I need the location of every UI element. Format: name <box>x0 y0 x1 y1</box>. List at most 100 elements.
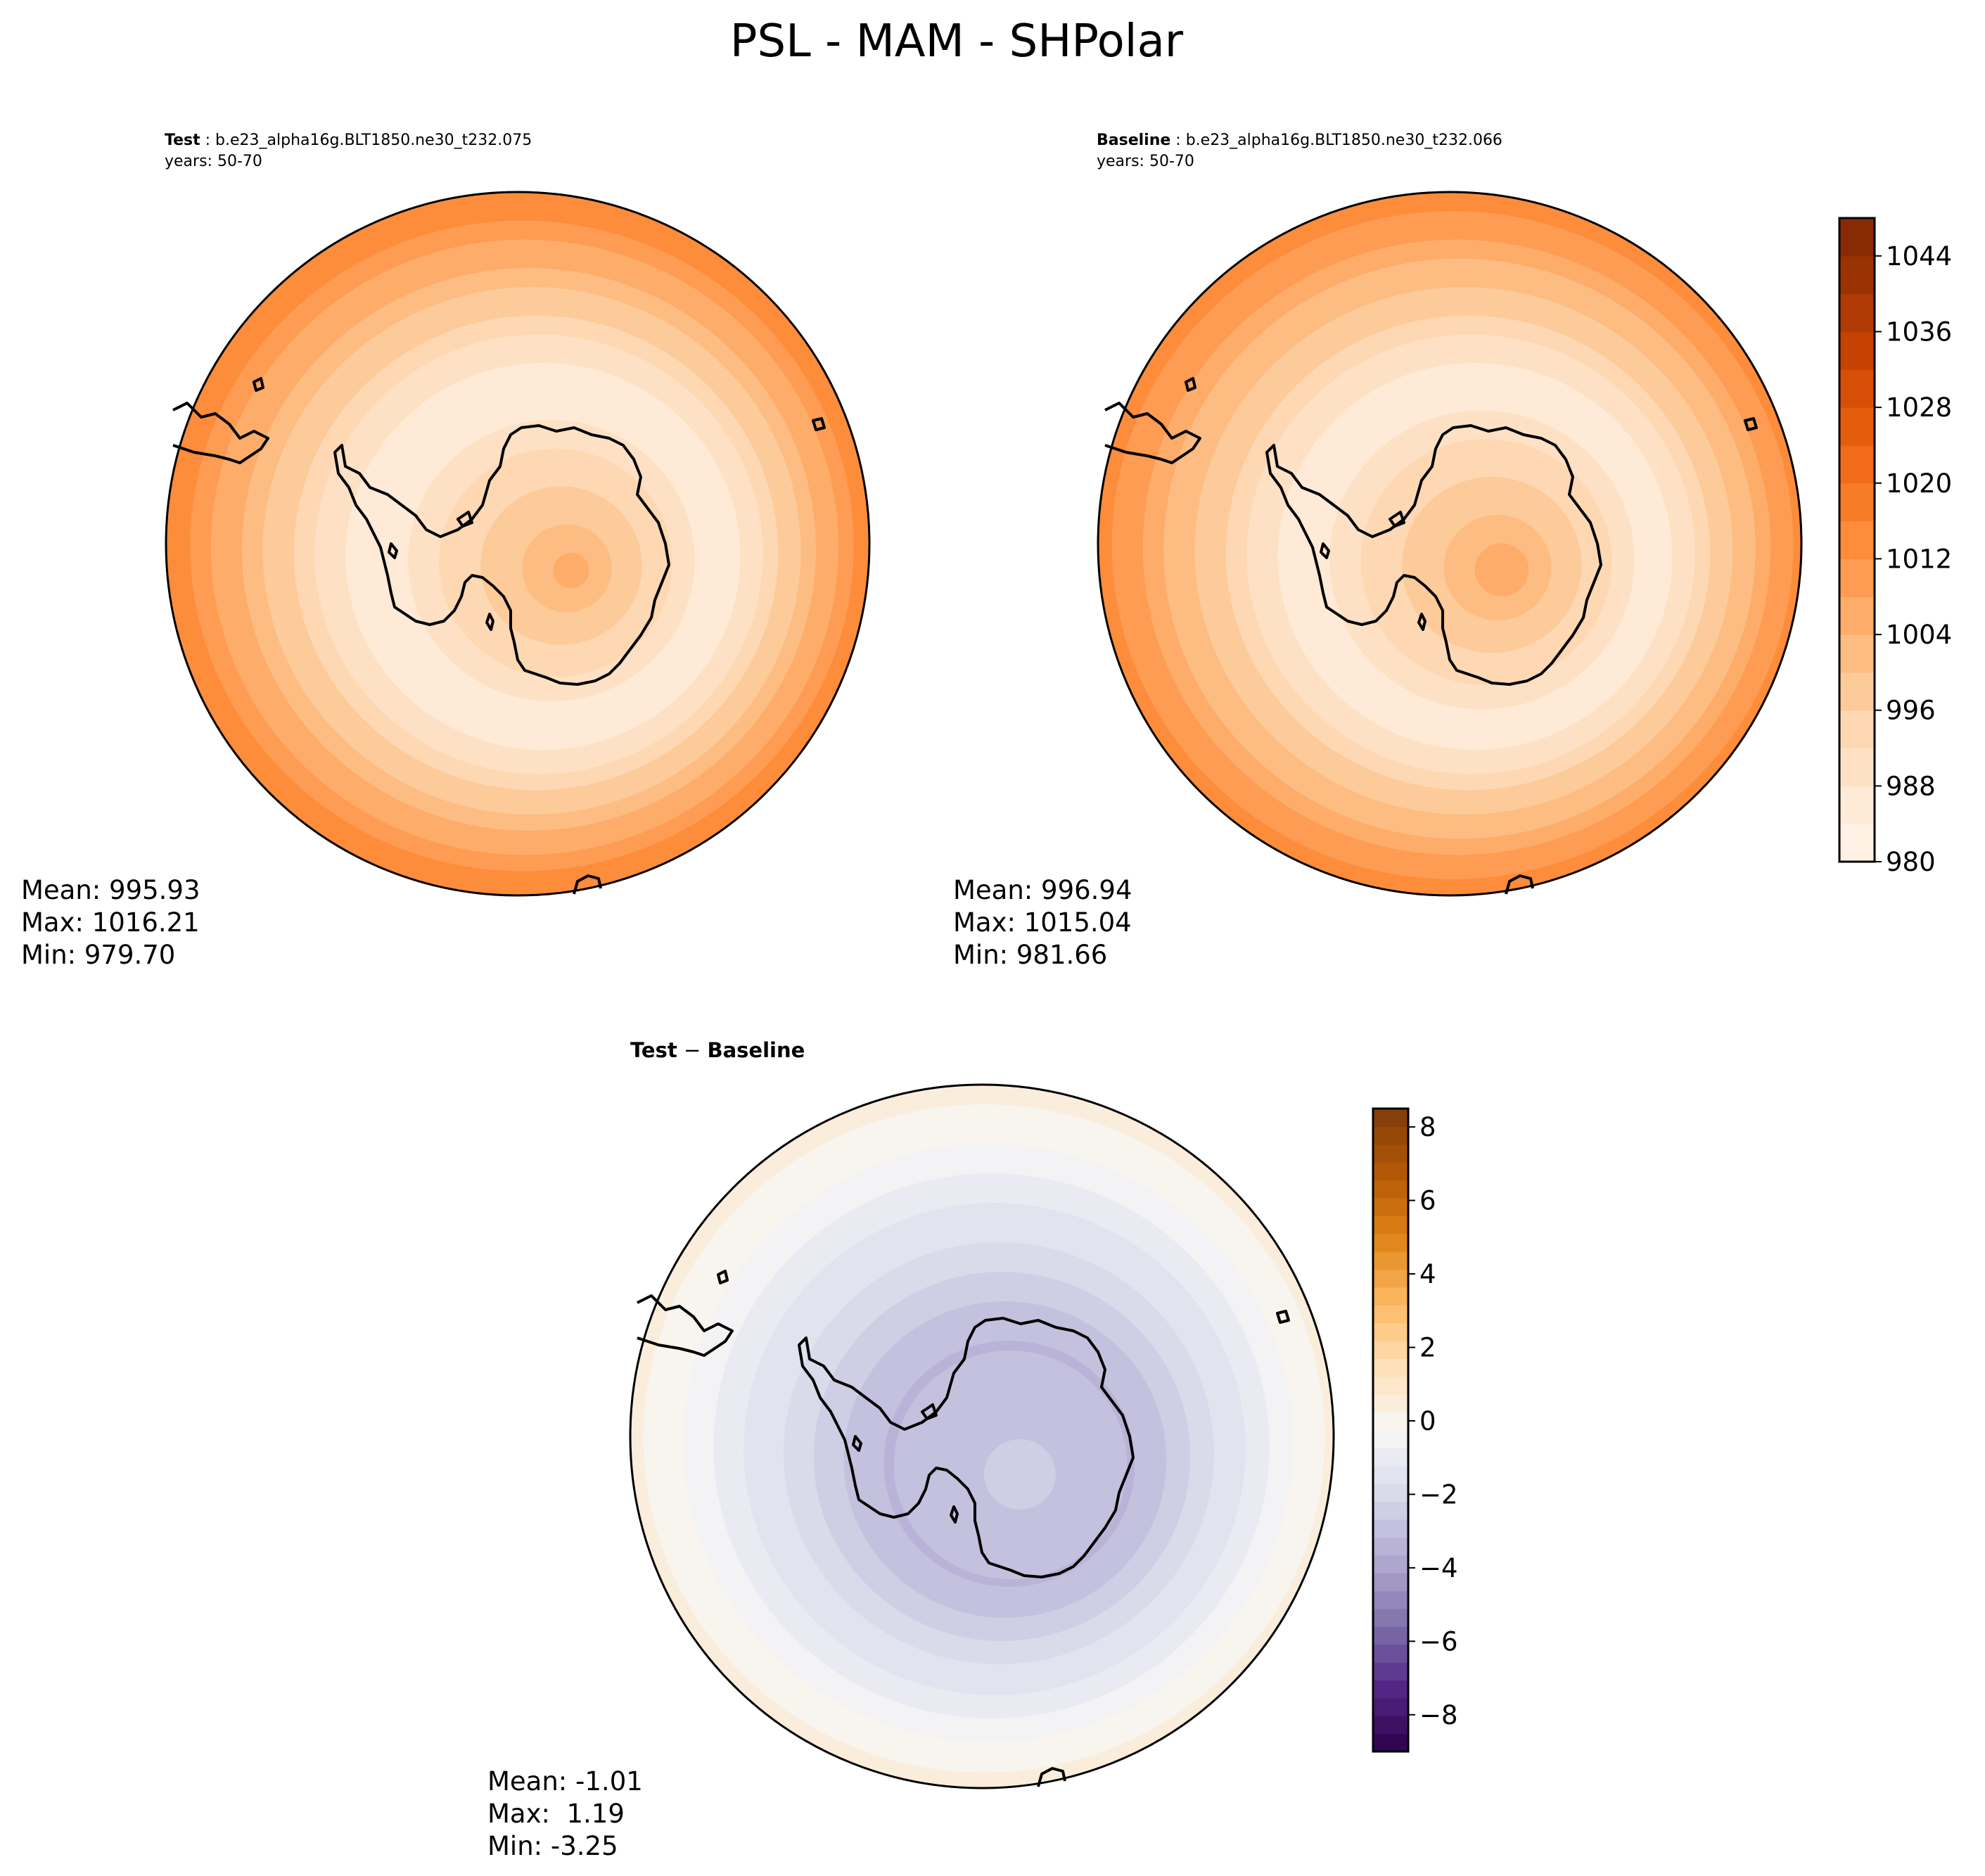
baseline-antarctica-coastline <box>1104 377 1758 895</box>
cbar-abs-segment-8 <box>1839 521 1875 560</box>
cbar-diff-segment-26 <box>1373 1269 1408 1288</box>
baseline-title: Baseline : b.e23_alpha16g.BLT1850.ne30_t… <box>1097 132 1502 149</box>
cbar-abs-segment-7 <box>1839 559 1875 597</box>
cbar-diff-segment-4 <box>1373 1662 1408 1681</box>
baseline-mean: Mean: 996.94 <box>953 875 1132 905</box>
cbar-abs-segment-6 <box>1839 596 1875 635</box>
cbar-diff-segment-25 <box>1373 1287 1408 1306</box>
cbar-diff-segment-19 <box>1373 1394 1408 1413</box>
difference-title-test: Test <box>630 1038 677 1062</box>
cbar-abs-tick-label-2: 996 <box>1886 696 1936 726</box>
cbar-diff-tick-label-2: −4 <box>1419 1553 1458 1583</box>
cbar-abs-segment-9 <box>1839 483 1875 522</box>
cbar-diff-segment-12 <box>1373 1519 1408 1538</box>
baseline-max: Max: 1015.04 <box>953 907 1132 938</box>
test-pressure-field <box>166 192 869 895</box>
cbar-abs-tick-label-4: 1012 <box>1886 544 1952 574</box>
cbar-diff-segment-24 <box>1373 1305 1408 1324</box>
test-title: Test : b.e23_alpha16g.BLT1850.ne30_t232.… <box>165 132 532 149</box>
cbar-abs-segment-2 <box>1839 748 1875 786</box>
cbar-abs-segment-0 <box>1839 824 1875 862</box>
cbar-diff-segment-8 <box>1373 1590 1408 1609</box>
cbar-diff-segment-2 <box>1373 1697 1408 1716</box>
difference-title-baseline: Baseline <box>707 1038 805 1062</box>
cbar-abs-tick-label-6: 1028 <box>1886 393 1952 423</box>
difference-title-minus: − <box>677 1038 708 1062</box>
cbar-diff-segment-18 <box>1373 1412 1408 1431</box>
cbar-diff-segment-3 <box>1373 1680 1408 1699</box>
cbar-abs-tick-label-7: 1036 <box>1886 317 1952 347</box>
cbar-abs-tick-label-5: 1020 <box>1886 468 1952 499</box>
cbar-diff-segment-15 <box>1373 1465 1408 1484</box>
figure-title: PSL - MAM - SHPolar <box>730 15 1184 68</box>
cbar-abs-segment-16 <box>1839 218 1875 257</box>
field-test-contour-1 <box>563 562 582 580</box>
test-antarctica-coastline <box>172 377 826 895</box>
cbar-diff-segment-23 <box>1373 1322 1408 1341</box>
cbar-diff-tick-label-7: 6 <box>1419 1186 1436 1216</box>
cbar-abs-tick-label-1: 988 <box>1886 771 1936 801</box>
panel-baseline: Baseline : b.e23_alpha16g.BLT1850.ne30_t… <box>953 132 1803 970</box>
cbar-abs-frame <box>1838 217 1876 863</box>
cbar-diff-segment-11 <box>1373 1537 1408 1556</box>
cbar-abs-segment-11 <box>1839 407 1875 446</box>
test-min: Min: 979.70 <box>21 940 175 970</box>
difference-title: Test − Baseline <box>630 1038 805 1062</box>
cbar-diff-tick-label-8: 8 <box>1419 1112 1436 1142</box>
cbar-abs-tick-label-3: 1004 <box>1886 620 1952 650</box>
cbar-diff-segment-33 <box>1373 1144 1408 1163</box>
difference-pressure-field <box>630 1085 1334 1788</box>
test-title-bold: Test <box>165 132 200 149</box>
test-mean: Mean: 995.93 <box>21 875 200 905</box>
cbar-abs-segment-3 <box>1839 710 1875 749</box>
cbar-diff-segment-16 <box>1373 1448 1408 1467</box>
baseline-pressure-field <box>1098 192 1801 895</box>
test-map-boundary <box>165 191 871 897</box>
cbar-abs-segment-10 <box>1839 445 1875 484</box>
cbar-diff-segment-20 <box>1373 1376 1408 1395</box>
cbar-diff-segment-10 <box>1373 1555 1408 1574</box>
cbar-diff-segment-1 <box>1373 1716 1408 1735</box>
cbar-abs-segment-14 <box>1839 293 1875 333</box>
cbar-diff-segment-28 <box>1373 1233 1408 1252</box>
cbar-diff-frame <box>1372 1107 1410 1753</box>
cbar-abs-segment-13 <box>1839 331 1875 370</box>
cbar-diff-segment-5 <box>1373 1644 1408 1663</box>
cbar-diff-segment-7 <box>1373 1608 1408 1627</box>
cbar-diff-tick-label-4: 0 <box>1419 1406 1436 1436</box>
cbar-diff-segment-34 <box>1373 1126 1408 1145</box>
cbar-diff-segment-13 <box>1373 1501 1408 1520</box>
cbar-abs-segment-5 <box>1839 634 1875 673</box>
cbar-diff-segment-6 <box>1373 1626 1408 1645</box>
cbar-diff-tick-label-1: −6 <box>1419 1626 1458 1657</box>
colorbar-absolute: 980 988 996 1004 1012 1020 1028 1036 1044 <box>1838 217 1952 877</box>
test-subtitle: years: 50-70 <box>165 153 262 170</box>
panel-difference: Test − Baseline Mean: -1.01 Max: 1.19 Mi… <box>487 1038 1335 1861</box>
cbar-diff-segment-32 <box>1373 1162 1408 1181</box>
cbar-diff-segment-9 <box>1373 1573 1408 1592</box>
difference-min: Min: -3.25 <box>487 1831 618 1861</box>
cbar-diff-segment-0 <box>1373 1733 1408 1752</box>
difference-map-boundary <box>629 1083 1335 1789</box>
cbar-diff-segment-31 <box>1373 1180 1408 1199</box>
cbar-diff-tick-label-0: −8 <box>1419 1700 1458 1730</box>
cbar-diff-segment-27 <box>1373 1251 1408 1270</box>
cbar-diff-tick-label-6: 4 <box>1419 1259 1436 1289</box>
field-diff-contour-1 <box>1014 1469 1033 1486</box>
cbar-diff-tick-label-3: −2 <box>1419 1479 1458 1510</box>
baseline-title-rest: : b.e23_alpha16g.BLT1850.ne30_t232.066 <box>1170 132 1502 149</box>
cbar-abs-segment-12 <box>1839 369 1875 408</box>
cbar-diff-segment-29 <box>1373 1215 1408 1234</box>
cbar-abs-segment-4 <box>1839 672 1875 711</box>
cbar-diff-segment-22 <box>1373 1341 1408 1360</box>
difference-antarctica-coastline <box>637 1270 1290 1787</box>
cbar-diff-tick-label-5: 2 <box>1419 1332 1436 1363</box>
cbar-diff-segment-14 <box>1373 1483 1408 1502</box>
test-max: Max: 1016.21 <box>21 907 200 938</box>
panel-test: Test : b.e23_alpha16g.BLT1850.ne30_t232.… <box>21 132 871 970</box>
cbar-abs-segment-15 <box>1839 255 1875 295</box>
test-title-rest: : b.e23_alpha16g.BLT1850.ne30_t232.075 <box>200 132 532 149</box>
baseline-min: Min: 981.66 <box>953 940 1107 970</box>
cbar-diff-segment-30 <box>1373 1197 1408 1216</box>
